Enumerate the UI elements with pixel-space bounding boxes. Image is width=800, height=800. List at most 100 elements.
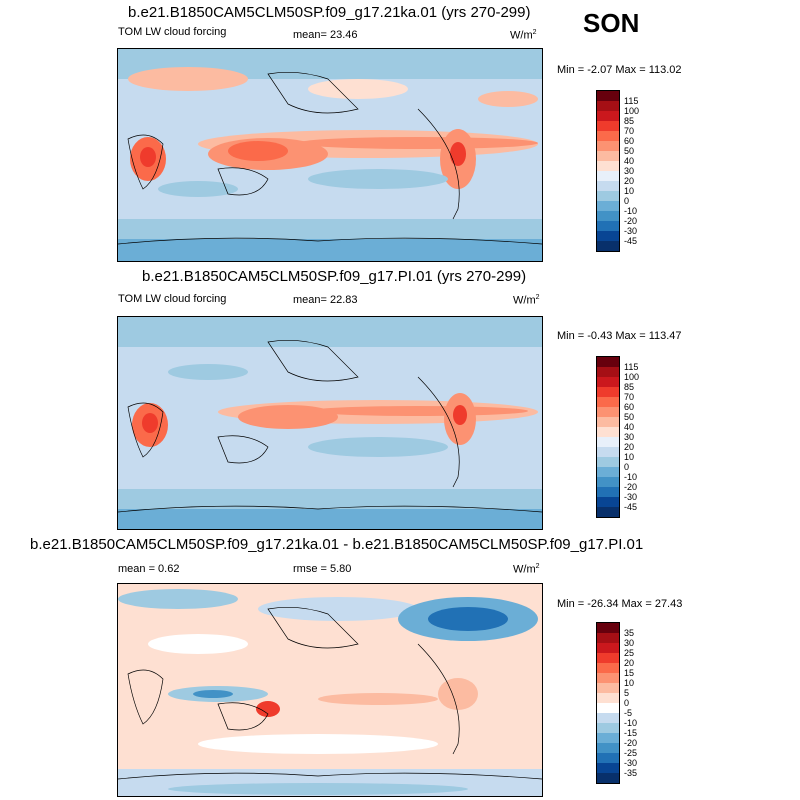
colorbar-label: 0 [624, 196, 630, 206]
colorbar-box [597, 91, 619, 101]
colorbar-box [597, 181, 619, 191]
colorbar-label: 50 [624, 146, 635, 156]
colorbar-box [597, 507, 619, 517]
colorbar-box [597, 633, 619, 643]
colorbar-box [597, 477, 619, 487]
colorbar-box [597, 417, 619, 427]
colorbar-box [597, 437, 619, 447]
colorbar-box [597, 733, 619, 743]
colorbar-box [597, 357, 619, 367]
colorbar-box [597, 151, 619, 161]
colorbar-label: -45 [624, 502, 638, 512]
colorbar-box [597, 763, 619, 773]
colorbar-box [597, 427, 619, 437]
colorbar-box [597, 487, 619, 497]
colorbar-label: 10 [624, 186, 635, 196]
colorbar-box [597, 743, 619, 753]
panel2-colorbar [596, 356, 620, 518]
colorbar-box [597, 723, 619, 733]
colorbar-label: 60 [624, 402, 635, 412]
colorbar-label: 40 [624, 422, 635, 432]
colorbar-box [597, 397, 619, 407]
colorbar-label: 0 [624, 698, 630, 708]
colorbar-box [597, 171, 619, 181]
panel1-mean: mean= 23.46 [293, 29, 358, 41]
colorbar-label: 30 [624, 432, 635, 442]
colorbar-label: 10 [624, 678, 635, 688]
colorbar-label: -10 [624, 718, 638, 728]
colorbar-box [597, 447, 619, 457]
colorbar-box [597, 643, 619, 653]
panel2-title: b.e21.B1850CAM5CLM50SP.f09_g17.PI.01 (yr… [142, 268, 527, 285]
colorbar-label: -20 [624, 738, 638, 748]
panel1-units: W/m2 [510, 29, 537, 42]
panel1-map [117, 48, 543, 262]
colorbar-label: 0 [624, 462, 630, 472]
colorbar-box [597, 663, 619, 673]
colorbar-label: 115 [624, 362, 639, 372]
colorbar-label: 35 [624, 628, 635, 638]
colorbar-box [597, 407, 619, 417]
panel1-minmax: Min = -2.07 Max = 113.02 [557, 64, 682, 76]
panel3-minmax: Min = -26.34 Max = 27.43 [557, 598, 683, 610]
colorbar-label: -15 [624, 728, 638, 738]
panel3-map [117, 583, 543, 797]
panel3-units: W/m2 [513, 563, 540, 576]
colorbar-label: 100 [624, 106, 640, 116]
colorbar-label: 20 [624, 658, 635, 668]
colorbar-box [597, 467, 619, 477]
panel3-colorbar [596, 622, 620, 784]
colorbar-label: -5 [624, 708, 633, 718]
colorbar-label: 20 [624, 176, 635, 186]
colorbar-label: 40 [624, 156, 635, 166]
colorbar-box [597, 111, 619, 121]
colorbar-box [597, 497, 619, 507]
colorbar-box [597, 131, 619, 141]
colorbar-label: 70 [624, 126, 635, 136]
colorbar-box [597, 221, 619, 231]
colorbar-box [597, 703, 619, 713]
panel2-units: W/m2 [513, 294, 540, 307]
colorbar-box [597, 121, 619, 131]
season-label: SON [583, 8, 640, 38]
colorbar-box [597, 673, 619, 683]
colorbar-label: -20 [624, 216, 638, 226]
colorbar-label: 100 [624, 372, 640, 382]
colorbar-label: -25 [624, 748, 638, 758]
colorbar-label: 5 [624, 688, 630, 698]
panel1-left-label: TOM LW cloud forcing [118, 26, 227, 38]
colorbar-box [597, 367, 619, 377]
colorbar-label: 60 [624, 136, 635, 146]
colorbar-box [597, 683, 619, 693]
colorbar-box [597, 101, 619, 111]
colorbar-box [597, 623, 619, 633]
colorbar-box [597, 713, 619, 723]
panel3-mean: rmse = 5.80 [293, 563, 352, 575]
colorbar-box [597, 201, 619, 211]
colorbar-box [597, 377, 619, 387]
colorbar-label: -10 [624, 472, 638, 482]
colorbar-label: -45 [624, 236, 638, 246]
colorbar-label: -30 [624, 226, 638, 236]
colorbar-label: 30 [624, 638, 635, 648]
colorbar-label: 50 [624, 412, 635, 422]
colorbar-box [597, 211, 619, 221]
colorbar-label: 70 [624, 392, 635, 402]
colorbar-label: 85 [624, 116, 635, 126]
colorbar-box [597, 231, 619, 241]
colorbar-box [597, 387, 619, 397]
colorbar-label: -35 [624, 768, 638, 778]
colorbar-box [597, 457, 619, 467]
colorbar-label: 85 [624, 382, 635, 392]
colorbar-label: -30 [624, 758, 638, 768]
panel2-mean: mean= 22.83 [293, 294, 358, 306]
colorbar-label: -30 [624, 492, 638, 502]
colorbar-label: -10 [624, 206, 638, 216]
colorbar-box [597, 773, 619, 783]
colorbar-label: 20 [624, 442, 635, 452]
colorbar-label: 15 [624, 668, 635, 678]
colorbar-box [597, 693, 619, 703]
panel1-title: b.e21.B1850CAM5CLM50SP.f09_g17.21ka.01 (… [128, 4, 531, 21]
colorbar-label: 115 [624, 96, 639, 106]
panel2-left-label: TOM LW cloud forcing [118, 293, 227, 305]
